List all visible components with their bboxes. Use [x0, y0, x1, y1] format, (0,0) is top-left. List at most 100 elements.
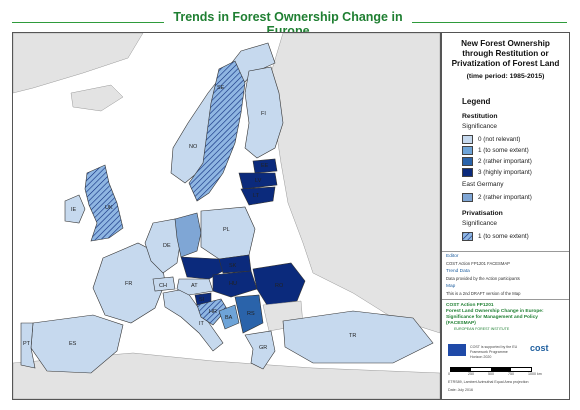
country-switzerland: [152, 276, 176, 292]
country-label-pt: PT: [23, 341, 31, 347]
country-label-no: NO: [189, 144, 198, 150]
privatisation-label: 1 (to some extent): [478, 233, 529, 240]
title-bar: Trends in Forest Ownership Change in Eur…: [0, 4, 580, 38]
cost-description: Forest Land Ownership Change in Europe: …: [446, 309, 544, 326]
restitution-item: 2 (rather important): [462, 156, 567, 167]
east-germany-heading: East Germany: [462, 181, 504, 188]
country-label-ee: EE: [261, 163, 269, 169]
country-germany-east: [174, 212, 202, 258]
east-germany-swatch: [462, 193, 473, 202]
legend-swatch: [462, 135, 473, 144]
cost-support-text: COST is supported by the EU Framework Pr…: [470, 345, 518, 359]
editor-label: Editor: [446, 254, 459, 259]
cost-logo: cost: [530, 343, 549, 353]
country-romania: [252, 262, 306, 306]
country-label-it: IT: [199, 321, 205, 327]
efi-text: EUROPEAN FOREST INSTITUTE: [454, 327, 510, 331]
map-label: Map: [446, 284, 456, 289]
trend-data-label: Trend Data: [446, 269, 470, 274]
country-label-de: DE: [163, 243, 171, 249]
legend-swatch: [462, 157, 473, 166]
country-france: [92, 242, 166, 324]
title-rule-left: [12, 22, 164, 23]
country-bosnia: [218, 304, 240, 330]
country-label-sk: SK: [229, 263, 237, 269]
country-label-hu: HU: [229, 281, 237, 287]
east-germany-label: 2 (rather important): [478, 194, 532, 201]
country-label-ch: CH: [159, 283, 167, 289]
country-label-fi: FI: [261, 111, 266, 117]
privatisation-significance: Significance: [462, 220, 498, 227]
legend-swatch: [462, 146, 473, 155]
country-serbia: [234, 294, 264, 334]
country-austria: [176, 278, 214, 296]
country-label-ba: BA: [225, 315, 233, 321]
divider: [442, 251, 569, 252]
restitution-item: 0 (not relevant): [462, 134, 567, 145]
cost-action: COST Action FP1201: [446, 303, 494, 308]
restitution-heading: Restitution: [462, 113, 498, 120]
country-label-es: ES: [69, 341, 77, 347]
country-label-at: AT: [191, 283, 198, 289]
privatisation-heading: Privatisation: [462, 210, 503, 217]
title-rule-right: [412, 22, 567, 23]
scale-tick: 0: [448, 372, 450, 376]
country-label-ro: RO: [275, 283, 284, 289]
legend-heading: Legend: [462, 97, 491, 106]
country-poland: [200, 206, 256, 260]
country-label-gr: GR: [259, 345, 267, 351]
europe-map: NO SE FI EE LV LT IE UK DE PL FR CH AT SK HU RO SI HR RS BA…: [13, 33, 440, 399]
restitution-item: 1 (to some extent): [462, 145, 567, 156]
scale-tick: 750: [508, 372, 514, 376]
country-sweden: [188, 60, 246, 202]
country-hungary: [212, 270, 258, 298]
restitution-significance: Significance: [462, 123, 498, 130]
country-label-rs: RS: [247, 311, 255, 317]
legend-label: 1 (to some extent): [478, 147, 529, 154]
country-label-fr: FR: [125, 281, 132, 287]
privatisation-item: 1 (to some extent): [462, 231, 529, 242]
country-label-ie: IE: [71, 207, 77, 213]
country-lithuania: [240, 186, 276, 206]
country-label-hr: HR: [209, 309, 217, 315]
trend-data-value: Data provided by the Action participants: [446, 276, 520, 281]
scale-tick: 500: [488, 372, 494, 376]
country-greece: [244, 330, 276, 370]
country-label-se: SE: [217, 85, 225, 91]
map-value: This is a 2nd DRAFT version of the Map: [446, 291, 521, 296]
editor-value: COST Action FP1201 FACESMAP: [446, 261, 510, 266]
legend-label: 3 (highly important): [478, 169, 532, 176]
time-period: (time period: 1985-2015): [466, 73, 545, 80]
hatch-swatch: [462, 232, 473, 241]
country-label-lv: LV: [255, 178, 262, 184]
land-iceland: [70, 84, 124, 112]
scale-tick: 250: [468, 372, 474, 376]
country-croatia: [196, 298, 228, 326]
country-spain: [30, 314, 124, 374]
country-latvia: [238, 172, 278, 190]
country-label-tr: TR: [349, 333, 356, 339]
country-label-lt: LT: [253, 193, 260, 199]
country-finland: [244, 66, 284, 159]
eu-flag-icon: [448, 344, 466, 356]
projection-text: ETRS89, Lambert Azimuthal Equal Area pro…: [448, 380, 529, 384]
scale-bar: [450, 367, 532, 372]
scale-tick: 1000 km: [528, 372, 542, 376]
country-ireland: [64, 194, 86, 224]
restitution-list: 0 (not relevant) 1 (to some extent) 2 (rat…: [462, 134, 567, 178]
map-frame: NO SE FI EE LV LT IE UK DE PL FR CH AT SK HU RO SI HR RS BA…: [12, 32, 441, 400]
country-labels: NO SE FI EE LV LT IE UK DE PL FR CH AT SK HU RO SI HR RS BA…: [23, 85, 356, 351]
legend-swatch: [462, 168, 473, 177]
country-uk: [84, 164, 124, 242]
date-text: Date: July 2016: [448, 388, 473, 392]
legend-label: 0 (not relevant): [478, 136, 521, 143]
land-greenland: [13, 33, 144, 94]
map-title: New Forest Ownership through Restitution…: [451, 39, 560, 68]
country-turkey: [282, 310, 434, 364]
country-label-si: SI: [199, 297, 205, 303]
country-label-pl: PL: [223, 227, 230, 233]
country-italy: [162, 288, 224, 352]
country-portugal: [20, 322, 36, 369]
divider-2: [442, 299, 569, 300]
country-label-uk: UK: [105, 205, 113, 211]
